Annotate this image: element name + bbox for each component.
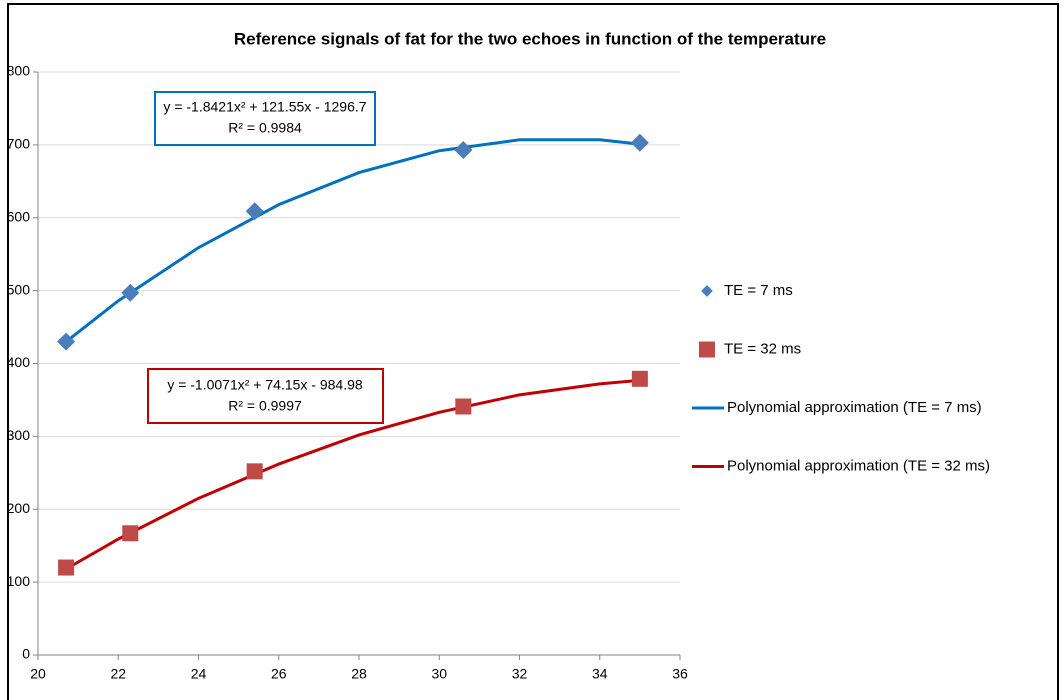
data-point	[122, 525, 139, 542]
legend-item: Polynomial approximation (TE = 7 ms)	[692, 399, 982, 416]
legend-label: TE = 32 ms	[724, 340, 801, 357]
data-point	[455, 398, 472, 415]
x-tick-label: 22	[110, 666, 126, 682]
y-tick-label: 300	[7, 427, 31, 443]
data-point	[57, 332, 76, 351]
x-tick-label: 36	[672, 666, 688, 682]
data-point	[121, 283, 140, 302]
y-tick-label: 400	[7, 354, 31, 370]
legend-swatch	[699, 341, 715, 358]
data-point	[631, 370, 648, 387]
data-point	[454, 140, 473, 159]
trend-line	[65, 138, 641, 343]
trend-equation: y = -1.0071x² + 74.15x - 984.98	[167, 377, 363, 393]
y-tick-label: 800	[7, 63, 31, 79]
x-tick-label: 24	[191, 666, 207, 682]
r-squared: R² = 0.9984	[228, 120, 302, 136]
x-tick-label: 34	[592, 666, 608, 682]
y-tick-label: 0	[22, 646, 30, 662]
trend-equation: y = -1.8421x² + 121.55x - 1296.7	[163, 99, 366, 115]
x-tick-label: 26	[271, 666, 287, 682]
x-tick-label: 32	[512, 666, 528, 682]
annotation-box	[154, 91, 376, 146]
y-tick-label: 700	[7, 136, 31, 152]
x-tick-label: 30	[431, 666, 447, 682]
legend-label: Polynomial approximation (TE = 32 ms)	[727, 457, 990, 474]
y-tick-label: 100	[7, 573, 31, 589]
r-squared: R² = 0.9997	[228, 398, 302, 414]
y-tick-label: 600	[7, 208, 31, 224]
y-tick-label: 200	[7, 500, 31, 516]
x-tick-label: 20	[30, 666, 46, 682]
trend-line	[65, 378, 641, 571]
legend-swatch	[701, 285, 713, 297]
data-point	[245, 202, 264, 221]
annotation-box	[147, 368, 384, 424]
legend-item: TE = 7 ms	[701, 282, 793, 299]
chart-title: Reference signals of fat for the two ech…	[234, 29, 826, 48]
legend-item: Polynomial approximation (TE = 32 ms)	[692, 457, 990, 474]
data-point	[246, 463, 263, 480]
legend-label: Polynomial approximation (TE = 7 ms)	[727, 399, 982, 416]
legend-label: TE = 7 ms	[724, 282, 793, 299]
data-point	[630, 133, 649, 152]
x-tick-label: 28	[351, 666, 367, 682]
legend-item: TE = 32 ms	[699, 340, 801, 358]
y-tick-label: 500	[7, 281, 31, 297]
data-point	[58, 559, 75, 576]
